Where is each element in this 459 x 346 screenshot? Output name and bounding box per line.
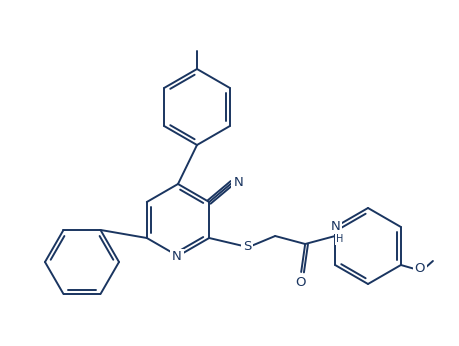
Text: O: O [414, 263, 424, 275]
Text: O: O [294, 275, 305, 289]
Text: N: N [172, 251, 181, 264]
Text: N: N [330, 219, 339, 233]
Text: H: H [336, 234, 343, 244]
Text: N: N [233, 176, 242, 189]
Text: S: S [242, 239, 251, 253]
